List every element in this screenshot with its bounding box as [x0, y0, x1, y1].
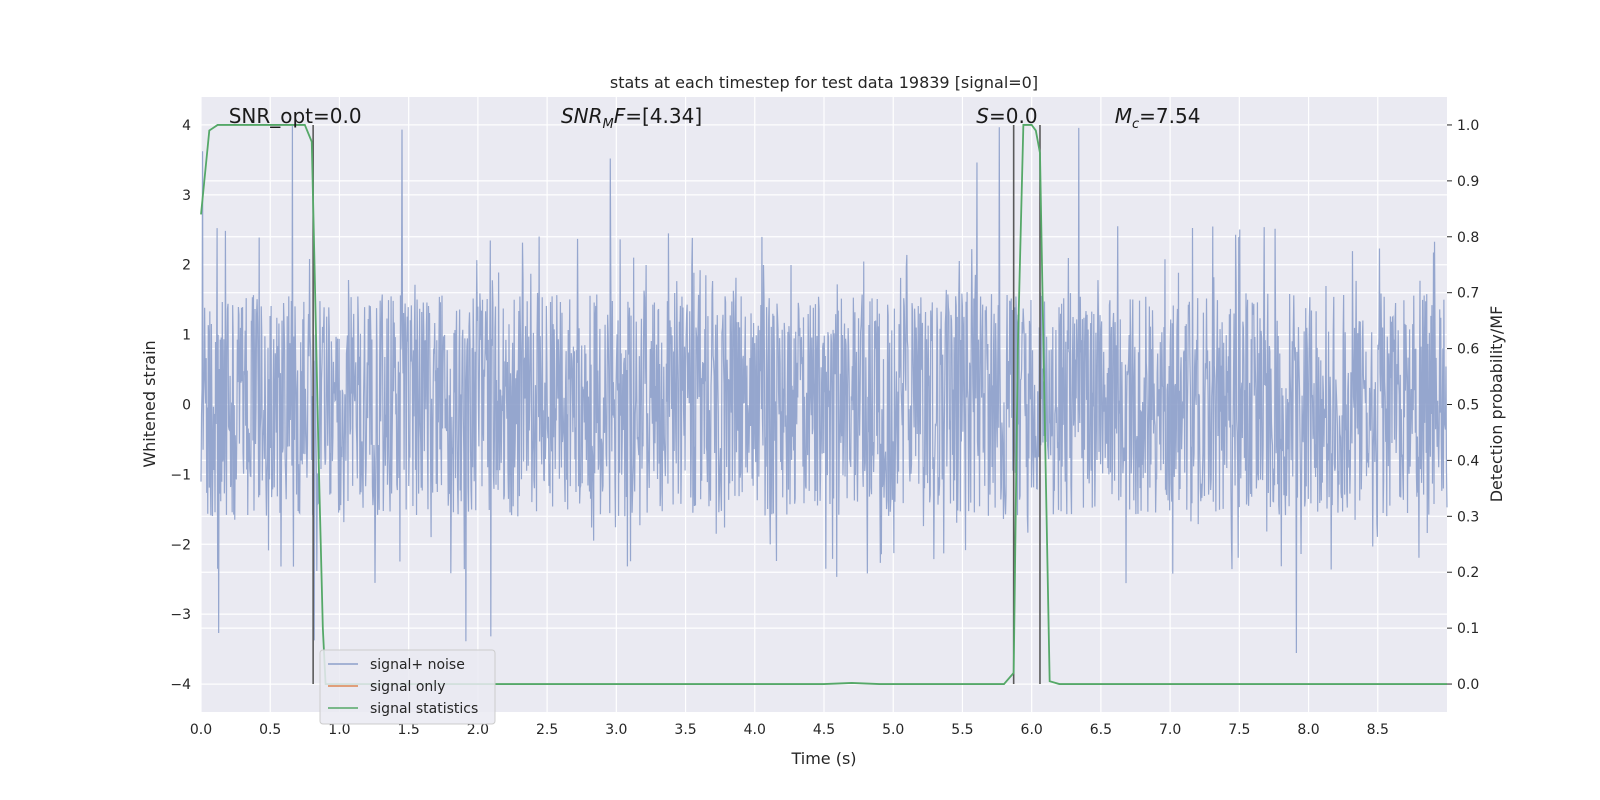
y-right-tick-label: 0.3 [1457, 509, 1479, 525]
x-tick-label: 3.5 [674, 722, 696, 738]
y-tick-label: 0 [182, 398, 191, 414]
legend: signal+ noise signal only signal statist… [319, 649, 496, 725]
signal-noise-line [200, 125, 1448, 653]
x-axis-label: Time (s) [790, 749, 856, 768]
y-right-tick-label: 0.1 [1457, 621, 1479, 637]
y-right-tick-label: 1.0 [1457, 118, 1479, 134]
x-tick-label: 8.0 [1297, 722, 1319, 738]
series-signal-statistics [200, 124, 1447, 685]
y-axis-ticks: −4 −3 −2 −1 0 1 2 3 4 [170, 118, 191, 693]
x-tick-label: 6.0 [1021, 722, 1043, 738]
chart-title: stats at each timestep for test data 198… [610, 73, 1038, 92]
y-tick-label: −2 [170, 537, 191, 553]
y-right-tick-label: 0.2 [1457, 565, 1479, 581]
annotation: Mc=7.54 [1115, 104, 1201, 132]
x-tick-label: 5.5 [951, 722, 973, 738]
y-right-tick-label: 0.4 [1457, 453, 1479, 469]
series-signal-noise [200, 125, 1448, 653]
legend-label-signal-noise: signal+ noise [370, 657, 465, 673]
y-axis-label: Whitened strain [140, 340, 159, 467]
y-right-tick-label: 0.0 [1457, 677, 1479, 693]
x-tick-label: 0.0 [190, 722, 212, 738]
y-axis-right-label: Detection probability/MF [1487, 306, 1506, 503]
x-tick-label: 5.0 [882, 722, 904, 738]
x-tick-label: 0.5 [259, 722, 281, 738]
x-tick-label: 1.5 [398, 722, 420, 738]
y-right-tick-label: 0.8 [1457, 230, 1479, 246]
y-right-tick-label: 0.7 [1457, 286, 1479, 302]
legend-box [319, 649, 496, 725]
annotation: SNRMF=[4.34] [561, 104, 702, 132]
annotations: SNR_opt=0.0 SNRMF=[4.34] S=0.0 Mc=7.54 [229, 104, 1201, 132]
y-tick-label: 4 [182, 118, 191, 134]
y-tick-label: 3 [182, 188, 191, 204]
y-tick-label: −3 [170, 607, 191, 623]
annotation: SNR_opt=0.0 [229, 104, 362, 128]
signal-statistics-line [200, 124, 1447, 685]
x-tick-label: 7.5 [1228, 722, 1250, 738]
x-tick-label: 6.5 [1090, 722, 1112, 738]
y-right-tick-label: 0.6 [1457, 342, 1479, 358]
x-tick-label: 4.0 [744, 722, 766, 738]
y-tick-label: 2 [182, 258, 191, 274]
x-tick-label: 8.5 [1367, 722, 1389, 738]
x-tick-label: 3.0 [605, 722, 627, 738]
y-tick-label: −1 [170, 467, 191, 483]
x-tick-label: 1.0 [328, 722, 350, 738]
y-tick-label: −4 [170, 677, 191, 693]
legend-label-signal-only: signal only [370, 679, 445, 695]
x-tick-label: 7.0 [1159, 722, 1181, 738]
y-tick-label: 1 [182, 328, 191, 344]
x-axis-ticks: 0.0 0.5 1.0 1.5 2.0 2.5 3.0 3.5 4.0 4.5 5.0 5.5 6.0 6… [190, 722, 1389, 738]
y-right-tick-label: 0.9 [1457, 174, 1479, 190]
legend-label-signal-statistics: signal statistics [370, 701, 478, 717]
annotation: S=0.0 [976, 104, 1037, 128]
x-tick-label: 2.5 [536, 722, 558, 738]
x-tick-label: 4.5 [813, 722, 835, 738]
x-tick-label: 2.0 [467, 722, 489, 738]
y-right-tick-label: 0.5 [1457, 398, 1479, 414]
y-axis-right-ticks: 0.0 0.1 0.2 0.3 0.4 0.5 0.6 0.7 0.8 0.9 1.0 [1447, 118, 1479, 693]
